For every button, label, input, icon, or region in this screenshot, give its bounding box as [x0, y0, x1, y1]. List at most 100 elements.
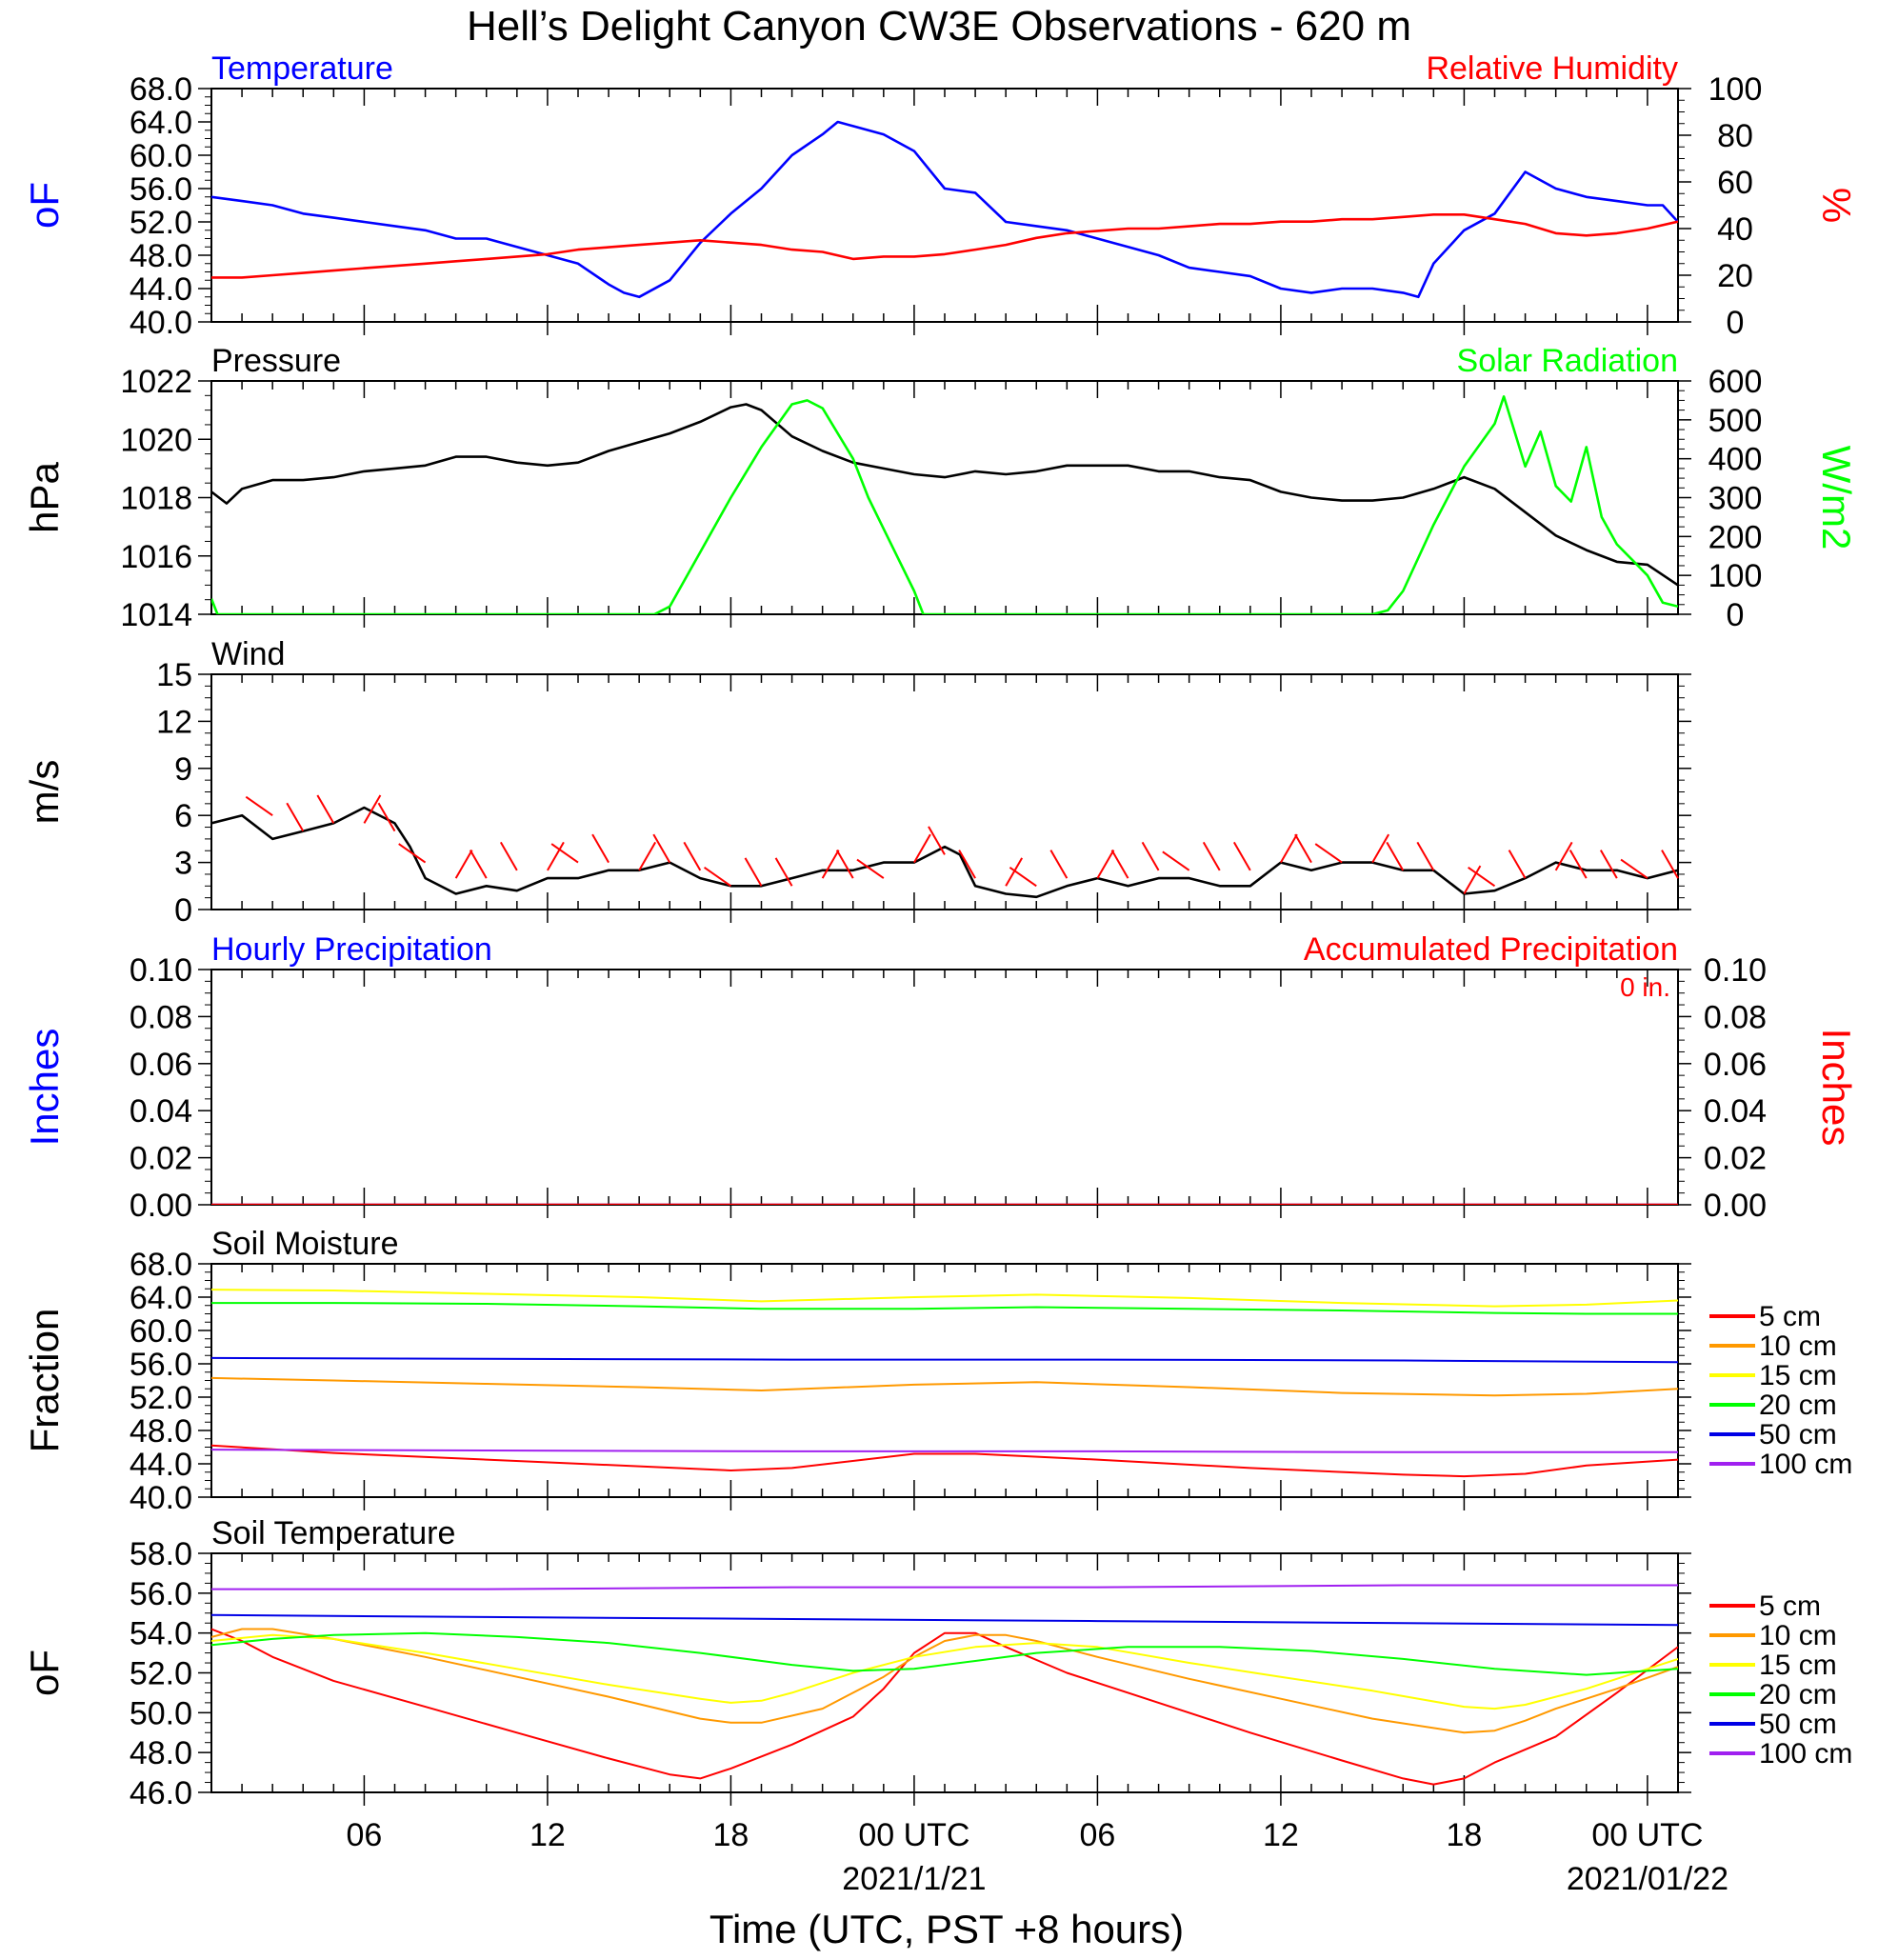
wind-barb	[1620, 858, 1648, 879]
series-line-temperature	[211, 120, 1678, 299]
series-line-100-cm	[211, 1449, 1678, 1453]
legend-label: 5 cm	[1759, 1301, 1821, 1332]
plot-frame	[210, 1263, 1679, 1498]
y-axis-label-left: hPa	[22, 461, 67, 532]
y-tick-label-left: 1018	[120, 481, 192, 517]
panel-title-left: Temperature	[211, 50, 393, 87]
panel-precip: 0.00 0.02 0.04 0.06 0.08 0.10 0.00 0.02 0.04 0.06…	[22, 931, 1859, 1224]
series-line-pressure	[211, 403, 1678, 587]
y-tick-label-left: 1022	[120, 364, 192, 400]
wind-barb	[683, 841, 702, 871]
legend-label: 50 cm	[1759, 1419, 1837, 1450]
y-tick-label-right: 0.04	[1704, 1093, 1767, 1130]
wind-barb	[1049, 850, 1069, 879]
wind-barb	[703, 866, 731, 888]
wind-barb	[928, 826, 946, 855]
legend-label: 10 cm	[1759, 1330, 1837, 1362]
series-line-10-cm	[211, 1628, 1678, 1734]
y-axis-label-right: Inches	[1814, 1029, 1859, 1147]
wind-barb	[913, 833, 931, 864]
panel-annotation: 0 in.	[1620, 972, 1670, 1002]
time-tick-label: 00 UTC	[1591, 1817, 1703, 1853]
wind-barb	[821, 850, 840, 879]
wind-barb	[547, 841, 565, 871]
legend-label: 100 cm	[1759, 1449, 1852, 1480]
wind-barb	[1110, 850, 1129, 879]
legend-label: 20 cm	[1759, 1390, 1837, 1421]
series-line-50-cm	[211, 1356, 1678, 1364]
wind-barb	[316, 794, 335, 824]
panel-title-right: Solar Radiation	[1457, 343, 1678, 379]
wind-barb	[1568, 850, 1588, 879]
y-tick-label-left: 64.0	[130, 1280, 192, 1316]
y-tick-label-left: 0.10	[130, 952, 192, 989]
y-tick-label-left: 0	[174, 892, 192, 929]
wind-barb	[1294, 833, 1312, 864]
time-tick-label: 12	[1263, 1817, 1299, 1853]
y-tick-label-left: 68.0	[130, 1247, 192, 1283]
y-tick-label-right: 60	[1717, 165, 1753, 201]
y-tick-label-left: 52.0	[130, 1380, 192, 1416]
y-tick-label-left: 64.0	[130, 105, 192, 141]
legend-label: 50 cm	[1759, 1709, 1837, 1740]
wind-barb	[638, 841, 657, 871]
time-tick-label: 00 UTC	[858, 1817, 969, 1853]
y-tick-label-right: 100	[1708, 558, 1763, 594]
y-axis-label-right: %	[1814, 188, 1859, 223]
wind-barb	[744, 857, 763, 887]
panel-title-right: Relative Humidity	[1426, 50, 1678, 87]
y-tick-label-left: 52.0	[130, 1656, 192, 1692]
y-tick-label-right: 0.02	[1704, 1141, 1767, 1177]
legend-label: 15 cm	[1759, 1360, 1837, 1391]
series-line-50-cm	[211, 1613, 1678, 1627]
panel-soil_temp: 46.0 48.0 50.052.0 54.0 56.0 58.0 Soil Tempera…	[22, 1515, 1852, 1811]
legend-label: 5 cm	[1759, 1590, 1821, 1622]
y-axis-label-left: Inches	[22, 1029, 67, 1147]
wind-barb	[856, 858, 885, 879]
legend-label: 15 cm	[1759, 1650, 1837, 1681]
panel-title-left: Soil Moisture	[211, 1226, 399, 1262]
y-tick-label-left: 56.0	[130, 171, 192, 208]
y-tick-label-left: 48.0	[130, 1413, 192, 1450]
series-line-5-cm	[211, 1444, 1678, 1478]
wind-barb	[1554, 841, 1573, 871]
y-tick-label-right: 0.08	[1704, 999, 1767, 1035]
y-tick-label-left: 3	[174, 846, 192, 882]
y-tick-label-left: 0.02	[130, 1141, 192, 1177]
plot-frame	[210, 673, 1679, 910]
y-tick-label-left: 60.0	[130, 138, 192, 174]
wind-barb	[550, 843, 579, 864]
wind-barb	[377, 802, 396, 832]
wind-barb	[1386, 841, 1405, 871]
wind-barb	[398, 843, 427, 864]
figure-title: Hell’s Delight Canyon CW3E Observations …	[467, 3, 1411, 50]
wind-barb	[1661, 850, 1679, 879]
series-line-100-cm	[211, 1584, 1678, 1590]
y-tick-label-left: 0.06	[130, 1047, 192, 1083]
y-tick-label-left: 46.0	[130, 1775, 192, 1811]
panel-title-left: Wind	[211, 636, 285, 672]
y-tick-label-right: 0.00	[1704, 1188, 1767, 1224]
legend-label: 100 cm	[1759, 1738, 1852, 1770]
time-tick-label: 06	[1080, 1817, 1116, 1853]
y-tick-label-right: 0	[1727, 305, 1745, 341]
wind-barb	[835, 850, 854, 879]
wind-barb	[1162, 850, 1190, 871]
wind-barb	[652, 833, 671, 864]
y-axis-label-right: W/m2	[1814, 446, 1859, 550]
series-line-15-cm	[211, 1289, 1678, 1308]
y-tick-label-right: 100	[1708, 71, 1763, 108]
series-line-relative-humidity	[211, 213, 1678, 279]
panel-soil_moisture: 40.044.048.052.056.060.064.068.0 Soil Moi…	[22, 1226, 1852, 1516]
wind-barb	[1202, 841, 1221, 871]
plot-frame	[210, 380, 1679, 615]
time-tick-date: 2021/1/21	[842, 1861, 986, 1897]
y-tick-label-left: 6	[174, 798, 192, 834]
y-tick-label-right: 0.10	[1704, 952, 1767, 989]
wind-barb	[1463, 865, 1482, 895]
y-tick-label-left: 12	[156, 704, 192, 740]
time-tick-label: 12	[529, 1817, 566, 1853]
panel-title-left: Pressure	[211, 343, 341, 379]
wind-barb	[286, 802, 305, 832]
wind-barb	[363, 794, 382, 824]
